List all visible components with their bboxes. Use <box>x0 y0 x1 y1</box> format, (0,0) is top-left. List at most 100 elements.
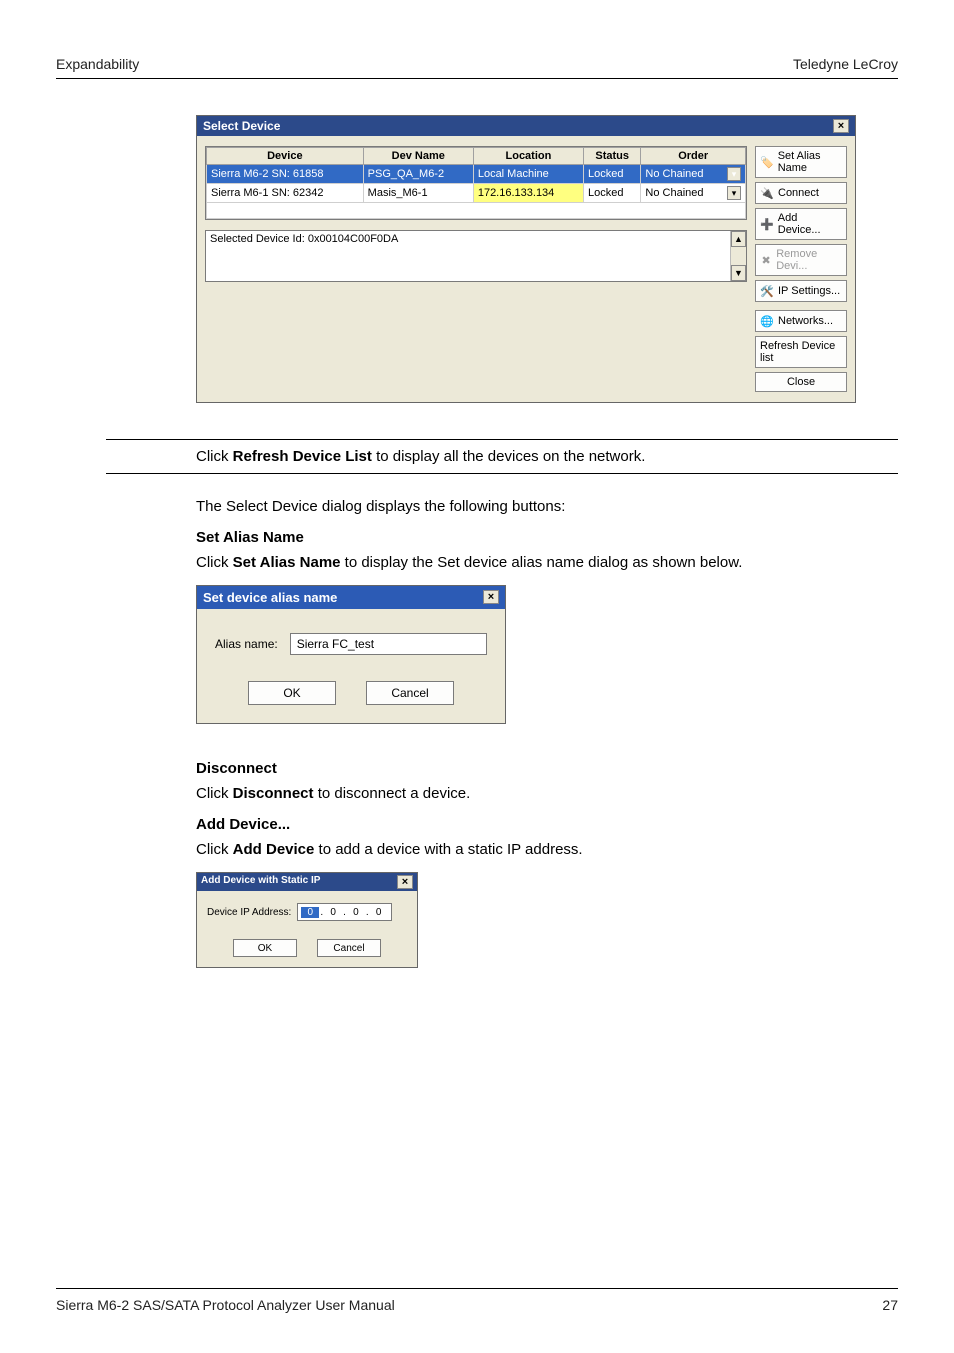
btn-label: IP Settings... <box>778 285 840 297</box>
dialog-titlebar: Select Device × <box>197 116 855 136</box>
dialog-titlebar: Set device alias name × <box>197 586 505 609</box>
cell-location: Local Machine <box>473 165 583 184</box>
section-heading-disconnect: Disconnect <box>196 760 896 777</box>
remove-device-button: ✖ Remove Devi... <box>755 244 847 276</box>
note-prefix: Click <box>196 448 233 465</box>
networks-button[interactable]: 🌐 Networks... <box>755 310 847 332</box>
text-post: to display the Set device alias name dia… <box>341 554 743 571</box>
ip-seg-3[interactable]: 0 <box>347 907 365 918</box>
text-pre: Click <box>196 785 233 802</box>
header-rule <box>56 78 898 79</box>
cell-dev-name: PSG_QA_M6-2 <box>363 165 473 184</box>
ok-button[interactable]: OK <box>233 939 297 957</box>
connect-icon: 🔌 <box>760 186 774 200</box>
cell-location: 172.16.133.134 <box>473 184 583 203</box>
set-alias-dialog: Set device alias name × Alias name: OK C… <box>196 585 506 724</box>
ip-seg-1[interactable]: 0 <box>301 907 319 918</box>
select-device-dialog: Select Device × Device Dev Name Location… <box>196 115 856 403</box>
text-pre: Click <box>196 554 233 571</box>
instruction-note: Click Refresh Device List to display all… <box>106 439 898 474</box>
alias-name-label: Alias name: <box>215 637 278 651</box>
ok-button[interactable]: OK <box>248 681 336 705</box>
ip-address-input[interactable]: 0. 0. 0. 0 <box>297 903 391 921</box>
dialog-title: Set device alias name <box>203 590 337 605</box>
device-grid: Device Dev Name Location Status Order Si… <box>205 146 747 220</box>
close-icon[interactable]: × <box>833 119 849 133</box>
btn-label: Set Alias Name <box>778 150 842 174</box>
section-heading-add-device: Add Device... <box>196 816 896 833</box>
cancel-button[interactable]: Cancel <box>366 681 454 705</box>
scrollbar[interactable]: ▲ ▼ <box>730 231 746 281</box>
col-order[interactable]: Order <box>641 148 746 165</box>
cell-dev-name: Masis_M6-1 <box>363 184 473 203</box>
text-post: to add a device with a static IP address… <box>314 841 582 858</box>
connect-button[interactable]: 🔌 Connect <box>755 182 847 204</box>
dialog-title: Add Device with Static IP <box>201 875 320 889</box>
text-post: to disconnect a device. <box>314 785 471 802</box>
ip-label: Device IP Address: <box>207 907 291 918</box>
section-heading-set-alias: Set Alias Name <box>196 529 896 546</box>
chevron-down-icon[interactable]: ▾ <box>727 186 741 200</box>
table-row[interactable]: Sierra M6-2 SN: 61858 PSG_QA_M6-2 Local … <box>207 165 746 184</box>
header-left: Expandability <box>56 56 139 72</box>
footer-rule <box>56 1288 898 1289</box>
cell-order[interactable]: No Chained ▾ <box>641 184 746 203</box>
dialog-title: Select Device <box>203 119 280 133</box>
header-right: Teledyne LeCroy <box>793 56 898 72</box>
ip-seg-2[interactable]: 0 <box>324 907 342 918</box>
grid-header-row: Device Dev Name Location Status Order <box>207 148 746 165</box>
cancel-button[interactable]: Cancel <box>317 939 381 957</box>
add-icon: ➕ <box>760 217 774 231</box>
section-text-set-alias: Click Set Alias Name to display the Set … <box>196 554 896 571</box>
intro-text: The Select Device dialog displays the fo… <box>196 498 896 515</box>
btn-label: Add Device... <box>778 212 842 236</box>
note-suffix: to display all the devices on the networ… <box>372 448 646 465</box>
cell-device: Sierra M6-1 SN: 62342 <box>207 184 364 203</box>
remove-icon: ✖ <box>760 253 772 267</box>
close-icon[interactable]: × <box>397 875 413 889</box>
order-text: No Chained <box>645 168 703 180</box>
scroll-up-icon[interactable]: ▲ <box>731 231 746 247</box>
section-text-add-device: Click Add Device to add a device with a … <box>196 841 896 858</box>
text-bold: Disconnect <box>233 785 314 802</box>
close-button[interactable]: Close <box>755 372 847 392</box>
grid-empty-area <box>207 203 746 219</box>
cell-status: Locked <box>584 165 641 184</box>
col-status[interactable]: Status <box>584 148 641 165</box>
footer-right: 27 <box>882 1297 898 1313</box>
col-location[interactable]: Location <box>473 148 583 165</box>
order-text: No Chained <box>645 187 703 199</box>
btn-label: Networks... <box>778 315 833 327</box>
col-device[interactable]: Device <box>207 148 364 165</box>
set-alias-name-button[interactable]: 🏷️ Set Alias Name <box>755 146 847 178</box>
add-device-static-ip-dialog: Add Device with Static IP × Device IP Ad… <box>196 872 418 968</box>
btn-label: Close <box>787 376 815 388</box>
ip-seg-4[interactable]: 0 <box>370 907 388 918</box>
btn-label: Refresh Device list <box>760 340 842 364</box>
selected-device-text: Selected Device Id: 0x00104C00F0DA <box>210 233 398 245</box>
settings-icon: 🛠️ <box>760 284 774 298</box>
ip-settings-button[interactable]: 🛠️ IP Settings... <box>755 280 847 302</box>
cell-order[interactable]: No Chained ▾ <box>641 165 746 184</box>
selected-device-box: Selected Device Id: 0x00104C00F0DA ▲ ▼ <box>205 230 747 282</box>
scroll-down-icon[interactable]: ▼ <box>731 265 746 281</box>
dialog-titlebar: Add Device with Static IP × <box>197 873 417 891</box>
alias-name-input[interactable] <box>290 633 487 655</box>
text-bold: Add Device <box>233 841 315 858</box>
network-icon: 🌐 <box>760 314 774 328</box>
tag-icon: 🏷️ <box>760 155 774 169</box>
refresh-device-list-button[interactable]: Refresh Device list <box>755 336 847 368</box>
add-device-button[interactable]: ➕ Add Device... <box>755 208 847 240</box>
footer-left: Sierra M6-2 SAS/SATA Protocol Analyzer U… <box>56 1297 395 1313</box>
text-bold: Set Alias Name <box>233 554 341 571</box>
btn-label: Connect <box>778 187 819 199</box>
table-row[interactable]: Sierra M6-1 SN: 62342 Masis_M6-1 172.16.… <box>207 184 746 203</box>
note-bold: Refresh Device List <box>233 448 372 465</box>
close-icon[interactable]: × <box>483 590 499 604</box>
col-dev-name[interactable]: Dev Name <box>363 148 473 165</box>
section-text-disconnect: Click Disconnect to disconnect a device. <box>196 785 896 802</box>
cell-device: Sierra M6-2 SN: 61858 <box>207 165 364 184</box>
chevron-down-icon[interactable]: ▾ <box>727 167 741 181</box>
text-pre: Click <box>196 841 233 858</box>
cell-status: Locked <box>584 184 641 203</box>
